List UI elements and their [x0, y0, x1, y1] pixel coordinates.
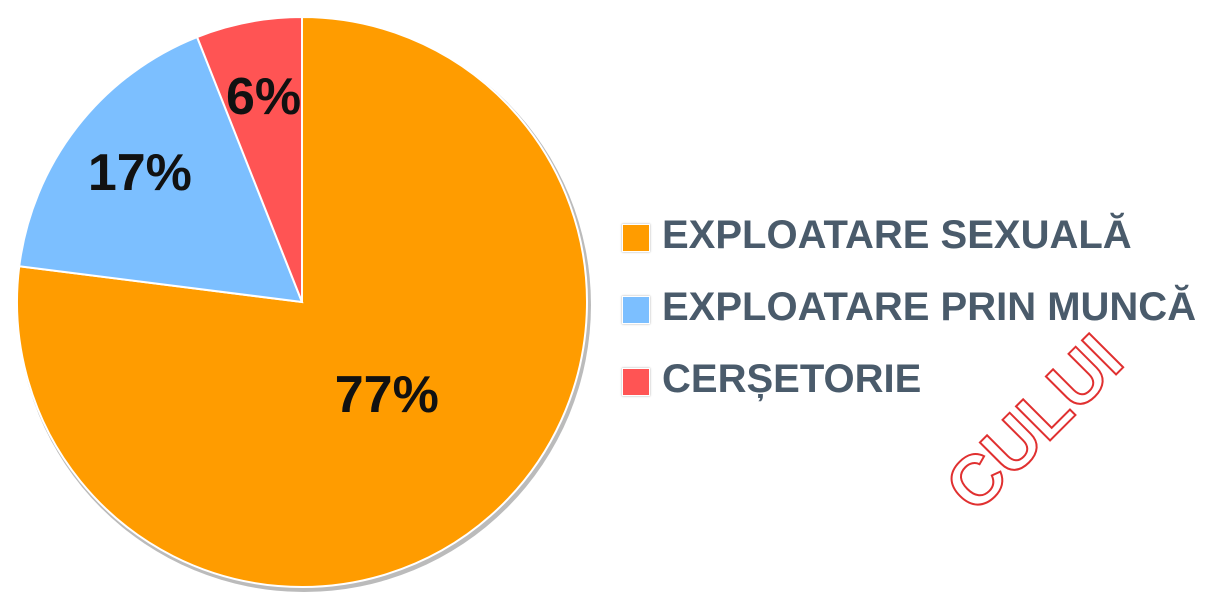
data-label: 6%	[226, 68, 301, 126]
legend-swatch	[622, 368, 650, 396]
data-label: 77%	[335, 366, 439, 424]
legend-swatch	[622, 296, 650, 324]
data-label: 17%	[88, 144, 192, 202]
legend-label: EXPLOATARE PRIN MUNCĂ	[662, 285, 1197, 329]
legend-item: CERȘETORIE	[622, 356, 1222, 402]
pie-slice	[18, 35, 304, 304]
legend-label: CERȘETORIE	[662, 357, 922, 401]
legend: EXPLOATARE SEXUALĂ EXPLOATARE PRIN MUNCĂ C…	[622, 212, 1222, 428]
pie-chart: 77% 17% 6%	[16, 15, 591, 592]
legend-item: EXPLOATARE PRIN MUNCĂ	[622, 284, 1222, 330]
legend-swatch	[622, 224, 650, 252]
legend-label: EXPLOATARE SEXUALĂ	[662, 213, 1132, 257]
legend-item: EXPLOATARE SEXUALĂ	[622, 212, 1222, 258]
pie-slice	[195, 15, 303, 303]
